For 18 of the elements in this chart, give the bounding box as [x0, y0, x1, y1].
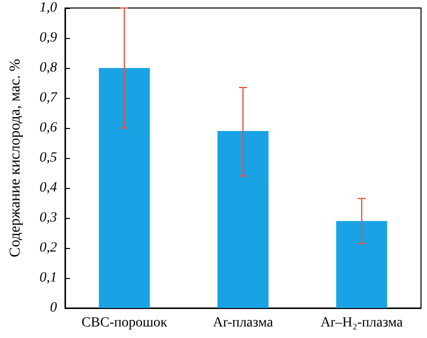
y-tick-label: 0,3: [40, 210, 57, 226]
y-tick-label: 0,7: [40, 90, 58, 106]
y-tick-label: 0: [50, 300, 57, 316]
y-axis-title: Содержание кислорода, мас. %: [8, 58, 24, 258]
y-tick-label: 0,4: [40, 180, 57, 196]
y-tick-label: 1,0: [40, 0, 57, 16]
y-tick-label: 0,1: [40, 270, 57, 286]
y-tick-label: 0,9: [40, 30, 57, 46]
bar: [217, 131, 269, 308]
x-tick-label: Ar–H₂-плазма: [320, 316, 404, 330]
bar: [336, 221, 388, 308]
y-tick-label: 0,5: [40, 150, 57, 166]
y-tick-label: 0,2: [40, 240, 57, 256]
x-tick-label: Ar-плазма: [212, 316, 274, 330]
bar: [98, 68, 150, 308]
y-tick-label: 0,8: [40, 60, 57, 76]
x-tick-label: СВС-порошок: [81, 316, 168, 330]
y-tick-label: 0,6: [40, 120, 57, 136]
